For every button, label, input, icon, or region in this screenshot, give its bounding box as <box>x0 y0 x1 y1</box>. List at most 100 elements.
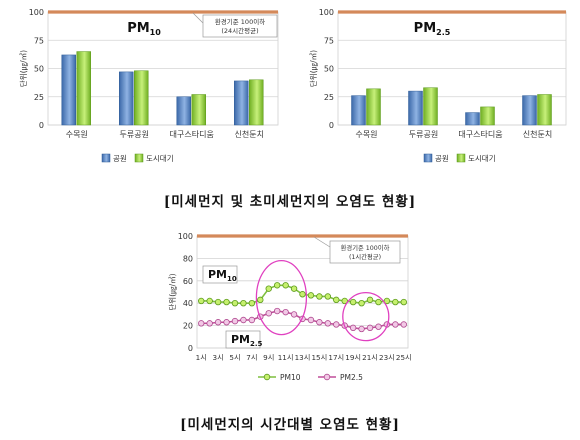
point-pm25 <box>392 321 399 328</box>
label-pm25: PM2.5 <box>231 333 263 348</box>
bar-city <box>76 51 91 126</box>
y-tick-label: 50 <box>34 65 44 74</box>
point-pm10 <box>358 300 365 307</box>
legend-swatch-park <box>101 153 111 163</box>
legend-label-city: 도시대기 <box>468 154 496 163</box>
point-pm10 <box>290 285 298 292</box>
y-tick-label: 25 <box>324 93 334 102</box>
point-pm25 <box>307 316 315 324</box>
point-pm10 <box>223 298 230 306</box>
x-tick-label: 대구스타디움 <box>458 130 502 139</box>
legend-label-city: 도시대기 <box>146 154 174 163</box>
bar-park <box>234 80 249 126</box>
legend-swatch-city <box>456 153 466 163</box>
point-pm25 <box>375 323 382 330</box>
chart-title: PM10 <box>127 21 161 37</box>
point-pm25 <box>223 319 230 326</box>
bar-park <box>522 95 537 126</box>
y-tick-label: 100 <box>29 8 44 17</box>
bar-park <box>351 95 366 126</box>
legend-label-pm10: PM10 <box>280 373 301 382</box>
x-tick-label: 13시 <box>295 353 311 362</box>
y-tick-label: 40 <box>183 299 193 308</box>
point-pm10 <box>231 300 239 307</box>
point-pm25 <box>358 325 365 333</box>
point-pm25 <box>231 317 239 325</box>
x-tick-label: 3시 <box>213 353 224 362</box>
bar-city <box>191 94 206 126</box>
y-tick-label: 20 <box>183 322 193 331</box>
y-tick-label: 0 <box>188 344 193 353</box>
bar-park <box>61 54 76 126</box>
point-pm25 <box>248 316 256 324</box>
y-tick-label: 80 <box>183 254 193 263</box>
point-pm25 <box>316 319 323 326</box>
bar-city <box>134 70 149 126</box>
legend-marker-pm10 <box>263 373 271 381</box>
legend-label-park: 공원 <box>435 154 449 163</box>
x-tick-label: 신천둔치 <box>523 129 552 139</box>
x-tick-label: 두류공원 <box>409 130 438 139</box>
point-pm10 <box>375 298 382 306</box>
annotation-box <box>329 240 401 264</box>
y-tick-label: 50 <box>324 65 334 74</box>
y-axis-label: 단위(㎍/㎥) <box>18 50 29 87</box>
point-pm10 <box>307 292 315 299</box>
x-tick-label: 수목원 <box>355 130 377 139</box>
point-pm10 <box>257 296 264 304</box>
point-pm25 <box>273 307 281 315</box>
x-tick-label: 수목원 <box>66 130 88 139</box>
point-pm10 <box>383 297 391 305</box>
legend-swatch-park <box>423 153 433 163</box>
point-pm10 <box>198 297 205 305</box>
point-pm10 <box>392 298 399 306</box>
label-pm25-box <box>225 330 261 349</box>
annotation-text: (1시간평균) <box>349 252 381 261</box>
bar-city <box>480 106 495 126</box>
point-pm25 <box>206 320 213 327</box>
point-pm10 <box>366 296 374 304</box>
point-pm10 <box>333 296 340 304</box>
label-pm10-box <box>202 265 238 284</box>
point-pm10 <box>214 298 222 306</box>
x-tick-label: 19시 <box>345 353 361 362</box>
chart-title: PM2.5 <box>414 21 451 37</box>
x-tick-label: 두류공원 <box>120 130 149 139</box>
x-tick-label: 23시 <box>379 353 395 362</box>
caption-pm-status: [미세먼지 및 초미세먼지의 오염도 현황] <box>163 194 417 210</box>
highlight-peak <box>255 259 308 336</box>
bar-city <box>366 88 381 126</box>
y-tick-label: 60 <box>183 277 193 286</box>
legend-marker-pm25 <box>323 373 331 381</box>
point-pm25 <box>282 308 289 316</box>
annotation-pointer <box>313 236 331 248</box>
point-pm10 <box>206 297 213 305</box>
bar-chart-1: 0 25 50 75 100 단위(㎍/㎥) 수목원 두류공원 대구스타디움 신천둔치 PM10 환경… <box>18 8 279 163</box>
x-tick-label: 21시 <box>362 353 378 362</box>
line-chart: 0 20 40 60 80 100 단위(㎍/㎥) 1시 3시 5시 7시 9시 11시 13시 15시 17… <box>167 232 412 382</box>
annotation-text: 환경기준 100이하 <box>341 243 390 252</box>
y-tick-label: 0 <box>329 121 334 130</box>
point-pm25 <box>324 320 332 327</box>
point-pm10 <box>273 282 281 289</box>
highlight-low <box>342 291 390 342</box>
y-tick-label: 100 <box>178 232 193 241</box>
x-tick-label: 11시 <box>278 353 294 362</box>
legend-label-park: 공원 <box>113 154 127 163</box>
annotation-text: 환경기준 100이하 <box>215 17 265 26</box>
bar-city <box>423 87 438 126</box>
y-tick-label: 75 <box>324 36 334 45</box>
point-pm25 <box>349 324 357 332</box>
point-pm25 <box>214 319 222 326</box>
point-pm10 <box>324 293 332 300</box>
point-pm10 <box>282 282 289 289</box>
x-tick-label: 대구스타디움 <box>170 130 214 139</box>
point-pm25 <box>333 321 340 328</box>
bar-park <box>408 90 423 126</box>
point-pm25 <box>400 321 407 328</box>
bar-park <box>176 96 191 126</box>
point-pm25 <box>366 324 374 332</box>
point-pm25 <box>198 320 205 327</box>
x-tick-label: 25시 <box>396 353 412 362</box>
